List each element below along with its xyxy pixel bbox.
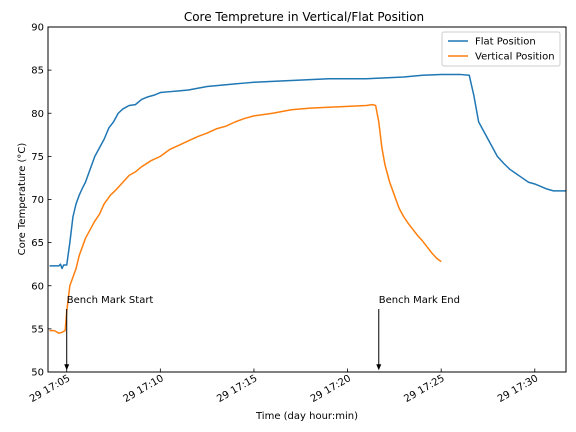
x-tick-label: 29 17:30 <box>496 373 540 405</box>
annotation-label: Bench Mark Start <box>67 295 154 306</box>
x-tick-label: 29 17:25 <box>402 373 446 405</box>
annotations: Bench Mark Start Bench Mark End <box>64 295 460 371</box>
y-tick-label: 60 <box>31 281 44 292</box>
y-tick-label: 85 <box>31 66 44 77</box>
y-axis-label: Core Temperature (°C) <box>17 143 28 256</box>
y-tick-label: 70 <box>31 195 44 206</box>
y-tick-label: 55 <box>31 324 44 335</box>
legend: Flat Position Vertical Position <box>441 31 561 67</box>
x-axis-label: Time (day hour:min) <box>255 411 358 422</box>
series-line-2 <box>49 103 442 334</box>
y-tick-label: 65 <box>31 238 44 249</box>
x-tick-label: 29 17:15 <box>215 373 259 405</box>
y-tick-label: 75 <box>31 152 44 163</box>
chart-title: Core Tempreture in Vertical/Flat Positio… <box>184 10 424 24</box>
x-tick-label: 29 17:20 <box>309 373 353 405</box>
annotation: Bench Mark Start <box>64 295 154 371</box>
y-tick-label: 50 <box>31 368 44 379</box>
y-axis: 50 55 60 65 70 75 80 85 90 <box>31 23 52 379</box>
annotation-arrowhead <box>376 364 382 371</box>
annotation-arrowhead <box>64 364 70 371</box>
y-tick-label: 90 <box>31 23 44 34</box>
series-layer <box>49 73 566 334</box>
legend-label: Vertical Position <box>475 52 555 63</box>
legend-box <box>441 31 561 67</box>
legend-label: Flat Position <box>475 37 536 48</box>
x-tick-label: 29 17:10 <box>122 373 166 405</box>
y-tick-label: 80 <box>31 109 44 120</box>
series-line-1 <box>49 73 566 270</box>
annotation-label: Bench Mark End <box>379 295 460 306</box>
plot-frame <box>47 26 567 373</box>
x-axis: 29 17:05 29 17:10 29 17:15 29 17:20 29 17:25… <box>28 368 540 405</box>
annotation: Bench Mark End <box>376 295 460 371</box>
